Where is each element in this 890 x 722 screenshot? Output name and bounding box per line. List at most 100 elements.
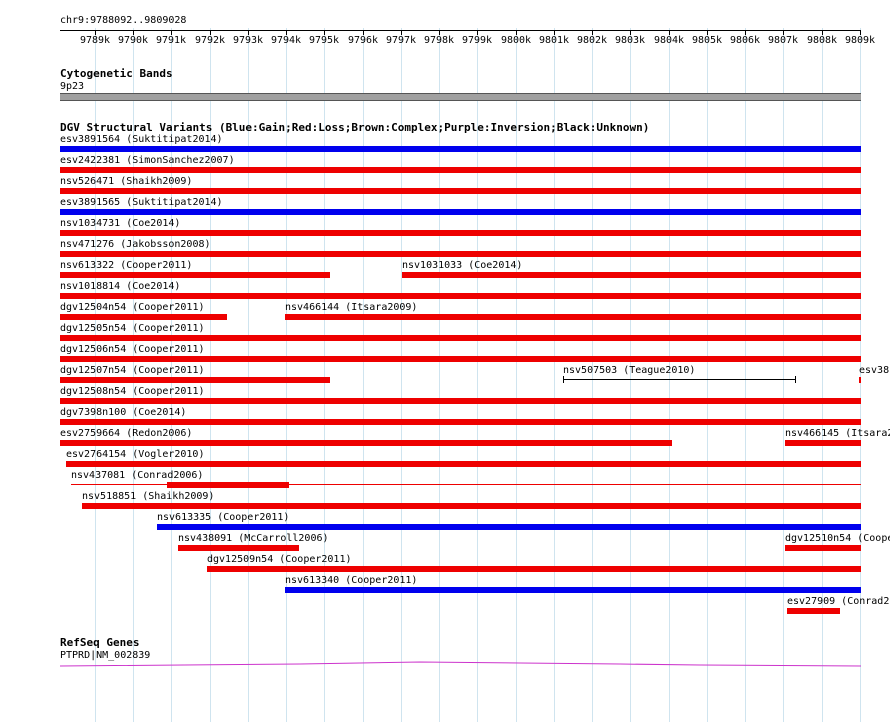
dgv-feature-bar[interactable] (178, 545, 299, 551)
dgv-feature-label: dgv7398n100 (Coe2014) (60, 407, 187, 418)
ruler-tick-mark (363, 31, 364, 35)
ruler-tick-label: 9793k (232, 35, 264, 46)
ruler-tick-mark (210, 31, 211, 35)
dgv-feature-bar[interactable] (285, 314, 861, 320)
dgv-feature-label: nsv507503 (Teague2010) (563, 365, 696, 376)
dgv-feature-label: esv3891564 (Suktitipat2014) (60, 134, 223, 145)
ruler-tick-label: 9791k (155, 35, 187, 46)
ruler-tick-label: 9802k (576, 35, 608, 46)
dgv-feature-label: nsv526471 (Shaikh2009) (60, 176, 193, 187)
ruler-tick-mark (822, 31, 823, 35)
dgv-feature-bar[interactable] (785, 440, 861, 446)
ruler-tick-mark (860, 31, 861, 35)
ruler-tick-mark (592, 31, 593, 35)
refseq-track-title[interactable]: RefSeq Genes (60, 636, 140, 649)
ruler-tick-mark (669, 31, 670, 35)
dgv-feature-label: dgv12504n54 (Cooper2011) (60, 302, 205, 313)
dgv-feature-bar[interactable] (60, 419, 861, 425)
dgv-feature-bar[interactable] (787, 608, 840, 614)
ruler-tick-mark (516, 31, 517, 35)
dgv-feature-bar[interactable] (60, 293, 861, 299)
ruler-tick-label: 9804k (653, 35, 685, 46)
ruler-tick-mark (783, 31, 784, 35)
dgv-feature-bar[interactable] (157, 524, 861, 530)
dgv-feature-bar[interactable] (60, 251, 861, 257)
ruler-tick-label: 9800k (500, 35, 532, 46)
dgv-feature-bar[interactable] (285, 587, 861, 593)
dgv-feature-label: dgv12509n54 (Cooper2011) (207, 554, 352, 565)
cyto-track-title[interactable]: Cytogenetic Bands (60, 67, 173, 80)
dgv-feature-label: dgv12505n54 (Cooper2011) (60, 323, 205, 334)
ruler-tick-mark (630, 31, 631, 35)
dgv-feature-label: esv2764154 (Vogler2010) (66, 449, 205, 460)
dgv-feature-bar[interactable] (60, 335, 861, 341)
ruler-tick-mark (439, 31, 440, 35)
ruler-tick-mark (401, 31, 402, 35)
ruler-tick-label: 9798k (423, 35, 455, 46)
dgv-feature-label: nsv1018814 (Coe2014) (60, 281, 181, 292)
dgv-feature-bar[interactable] (859, 377, 861, 383)
ruler-position: chr9:9788092..9809028 (60, 15, 187, 26)
dgv-feature-label: nsv466145 (Itsara2 (785, 428, 890, 439)
ruler-axis[interactable] (60, 30, 861, 31)
ruler-tick-mark (286, 31, 287, 35)
dgv-feature-bar[interactable] (60, 314, 227, 320)
dgv-feature-bar[interactable] (60, 146, 861, 152)
ruler-tick-label: 9790k (117, 35, 149, 46)
ruler-tick-mark (324, 31, 325, 35)
dgv-feature-label: nsv518851 (Shaikh2009) (82, 491, 215, 502)
dgv-feature-bar[interactable] (60, 188, 861, 194)
dgv-feature-label: dgv12510n54 (Cooper (785, 533, 890, 544)
dgv-feature-bar[interactable] (60, 440, 672, 446)
dgv-feature-label: nsv613322 (Cooper2011) (60, 260, 193, 271)
ruler-tick-label: 9805k (691, 35, 723, 46)
dgv-feature-label: dgv12506n54 (Cooper2011) (60, 344, 205, 355)
dgv-feature-bar[interactable] (563, 379, 795, 380)
dgv-feature-label: dgv12508n54 (Cooper2011) (60, 386, 205, 397)
ruler-tick-label: 9806k (729, 35, 761, 46)
cyto-band-label: 9p23 (60, 81, 85, 92)
cyto-band[interactable] (60, 93, 861, 101)
ruler-tick-mark (171, 31, 172, 35)
dgv-feature-endcap (563, 376, 564, 383)
dgv-feature-bar[interactable] (402, 272, 861, 278)
dgv-feature-label: nsv1034731 (Coe2014) (60, 218, 181, 229)
ruler-tick-label: 9808k (806, 35, 838, 46)
ruler-tick-mark (133, 31, 134, 35)
dgv-feature-label: nsv613335 (Cooper2011) (157, 512, 290, 523)
dgv-feature-bar[interactable] (60, 272, 330, 278)
dgv-feature-bar[interactable] (60, 230, 861, 236)
dgv-feature-bar[interactable] (60, 377, 330, 383)
ruler-tick-mark (707, 31, 708, 35)
dgv-feature-bar[interactable] (60, 356, 861, 362)
dgv-feature-bar[interactable] (82, 503, 861, 509)
dgv-feature-label: nsv471276 (Jakobsson2008) (60, 239, 211, 250)
dgv-feature-label: esv3891565 (Suktitipat2014) (60, 197, 223, 208)
dgv-feature-bar[interactable] (207, 566, 861, 572)
ruler-tick-mark (745, 31, 746, 35)
dgv-feature-label: esv2422381 (SimonSanchez2007) (60, 155, 235, 166)
ruler-tick-label: 9803k (614, 35, 646, 46)
refseq-gene-label[interactable]: PTPRD|NM_002839 (60, 650, 151, 661)
dgv-feature-label: esv27909 (Conrad20 (787, 596, 890, 607)
dgv-feature-bar[interactable] (785, 545, 861, 551)
ruler-tick-mark (95, 31, 96, 35)
dgv-feature-label: dgv12507n54 (Cooper2011) (60, 365, 205, 376)
ruler-tick-label: 9801k (538, 35, 570, 46)
dgv-feature-label: esv2759664 (Redon2006) (60, 428, 193, 439)
dgv-feature-intron (71, 484, 861, 485)
dgv-feature-bar[interactable] (66, 461, 861, 467)
dgv-feature-label: nsv466144 (Itsara2009) (285, 302, 418, 313)
dgv-feature-bar[interactable] (167, 482, 289, 488)
ruler-tick-mark (477, 31, 478, 35)
dgv-track-title[interactable]: DGV Structural Variants (Blue:Gain;Red:L… (60, 121, 650, 134)
dgv-feature-bar[interactable] (60, 167, 861, 173)
ruler-tick-label: 9797k (385, 35, 417, 46)
ruler-tick-mark (554, 31, 555, 35)
dgv-feature-label: nsv1031033 (Coe2014) (402, 260, 523, 271)
dgv-feature-bar[interactable] (60, 209, 861, 215)
dgv-feature-bar[interactable] (60, 398, 861, 404)
dgv-feature-label: nsv437081 (Conrad2006) (71, 470, 204, 481)
